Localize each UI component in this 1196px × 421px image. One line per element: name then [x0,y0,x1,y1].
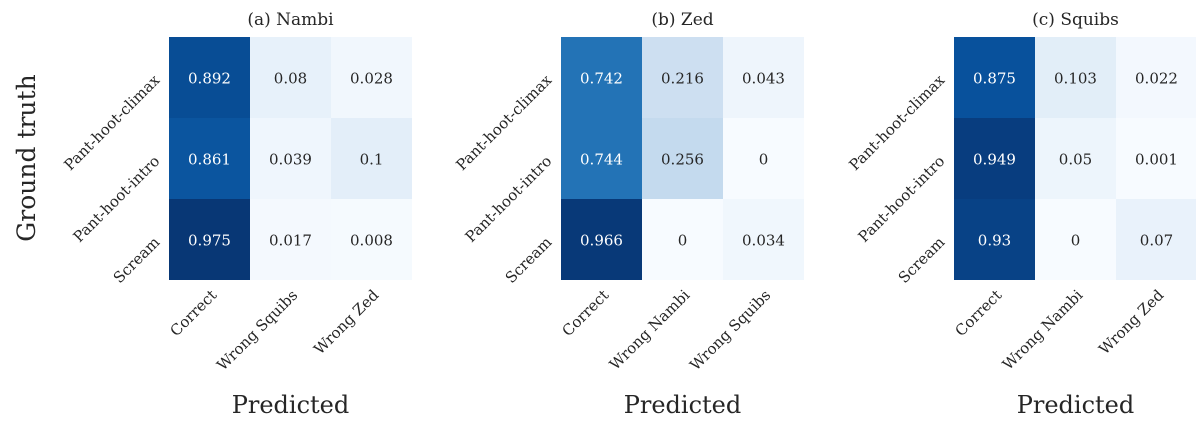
column-tick-label: Wrong Zed [1095,286,1167,358]
heatmap-cell [331,118,412,199]
heatmap-cell [561,199,642,280]
row-tick-label: Pant-hoot-intro [70,152,164,246]
heatmap-cell [331,199,412,280]
column-tick-label: Correct [166,286,220,340]
cell-value: 0.008 [350,232,393,250]
cell-value: 0.028 [350,70,393,88]
heatmap-cell [561,118,642,199]
heatmap-cell [723,37,804,118]
cell-value: 0.07 [1140,232,1173,250]
cell-value: 0.1 [360,151,384,169]
heatmap-cell [169,37,250,118]
column-tick-label: Wrong Squibs [213,286,301,374]
cell-value: 0.08 [274,70,307,88]
heatmap-cell [954,37,1035,118]
cell-value: 0.034 [742,232,785,250]
cell-value: 0 [678,232,688,250]
heatmap-cell [561,37,642,118]
heatmap-cell [331,37,412,118]
xlabel: Predicted [624,391,742,419]
cell-value: 0 [1071,232,1081,250]
heatmap-cell [954,118,1035,199]
row-tick-label: Pant-hoot-intro [855,152,949,246]
heatmap-panel-2: (b) Zed 0.742 0.216 0.043 0.744 0.256 0 0.966 0 0… [452,10,804,419]
cell-value: 0.043 [742,70,785,88]
cell-value: 0.949 [973,151,1016,169]
row-tick-label: Pant-hoot-intro [462,152,556,246]
column-tick-label: Correct [558,286,612,340]
shared-ylabel: Ground truth [12,74,41,241]
cell-value: 0 [759,151,769,169]
heatmap-cell [1116,199,1196,280]
heatmap-cell [169,199,250,280]
heatmap-cell [169,118,250,199]
heatmap-panels: (a) Nambi 0.892 0.08 0.028 0.861 0.039 0.1 0.97… [60,10,1196,419]
cell-value: 0.256 [661,151,704,169]
cell-value: 0.744 [580,151,623,169]
heatmap-cell [642,118,723,199]
cell-value: 0.001 [1135,151,1178,169]
heatmap-cell [642,199,723,280]
panel-title: (b) Zed [651,10,713,30]
cell-value: 0.875 [973,70,1016,88]
cell-value: 0.017 [269,232,312,250]
heatmap-cell [250,118,331,199]
cell-value: 0.039 [269,151,312,169]
row-tick-label: Scream [502,233,556,287]
heatmap-cell [250,37,331,118]
cell-value: 0.742 [580,70,623,88]
column-tick-label: Wrong Nambi [606,286,694,374]
cell-value: 0.216 [661,70,704,88]
column-tick-label: Correct [951,286,1005,340]
cell-value: 0.103 [1054,70,1097,88]
cell-value: 0.892 [188,70,231,88]
heatmap-cell [1116,37,1196,118]
heatmap-cell [250,199,331,280]
column-tick-label: Wrong Squibs [686,286,774,374]
panel-title: (a) Nambi [247,10,334,30]
cell-value: 0.966 [580,232,623,250]
heatmap-panel-1: (a) Nambi 0.892 0.08 0.028 0.861 0.039 0.1 0.97… [60,10,412,419]
cell-value: 0.05 [1059,151,1092,169]
cell-value: 0.93 [978,232,1011,250]
row-tick-label: Scream [110,233,164,287]
panel-title: (c) Squibs [1032,10,1119,30]
heatmap-cell [723,199,804,280]
xlabel: Predicted [232,391,350,419]
heatmap-cell [1035,118,1116,199]
column-tick-label: Wrong Nambi [999,286,1087,374]
column-tick-label: Wrong Zed [310,286,382,358]
row-tick-label: Scream [895,233,949,287]
cell-value: 0.022 [1135,70,1178,88]
heatmap-cell [642,37,723,118]
heatmap-cell [1035,199,1116,280]
cell-value: 0.861 [188,151,231,169]
heatmap-panel-3: (c) Squibs 0.875 0.103 0.022 0.949 0.05 0.001 0… [845,10,1196,419]
xlabel: Predicted [1017,391,1135,419]
heatmap-cell [1116,118,1196,199]
heatmap-cell [723,118,804,199]
cell-value: 0.975 [188,232,231,250]
heatmap-cell [1035,37,1116,118]
heatmap-cell [954,199,1035,280]
